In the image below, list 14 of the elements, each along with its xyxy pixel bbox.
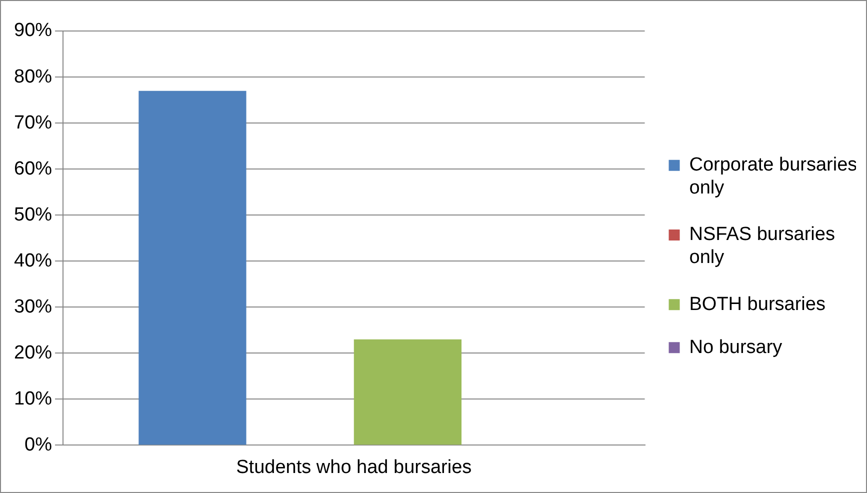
y-tick-label: 10% [14,388,52,410]
y-tick-label: 20% [14,342,52,364]
y-tick-label: 80% [14,66,52,88]
y-tick-label: 0% [24,434,52,456]
y-tick-label: 70% [14,112,52,134]
legend-label: NSFAS bursaries only [689,224,835,268]
legend-label: No bursary [689,336,783,358]
x-tick-label: Students who had bursaries [236,456,472,478]
y-tick-label: 90% [14,20,52,42]
y-tick-label: 60% [14,158,52,180]
y-tick-label: 30% [14,296,52,318]
legend-label: BOTH bursaries [689,294,826,315]
y-tick-label: 50% [14,204,52,226]
y-tick-label: 40% [14,250,52,272]
